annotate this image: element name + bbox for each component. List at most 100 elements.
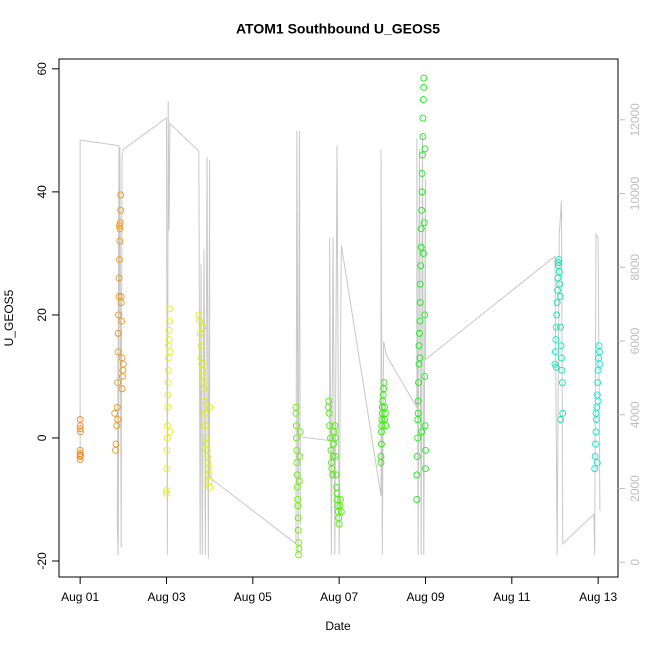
point <box>595 348 603 356</box>
point <box>293 483 301 491</box>
point <box>327 434 334 442</box>
point <box>417 243 425 251</box>
point <box>164 379 172 387</box>
point <box>418 169 426 177</box>
point <box>421 372 429 380</box>
point <box>416 299 424 307</box>
point <box>593 459 601 467</box>
point <box>553 299 561 307</box>
y2-tick-label: 2000 <box>628 475 642 502</box>
point <box>413 452 421 460</box>
point <box>594 366 602 374</box>
point <box>111 409 119 417</box>
point <box>115 311 123 319</box>
point <box>594 397 602 405</box>
point <box>416 280 424 288</box>
point <box>592 440 600 448</box>
point <box>414 434 422 442</box>
point <box>551 348 559 356</box>
point <box>555 268 563 276</box>
point <box>196 329 204 337</box>
point <box>292 434 300 442</box>
point <box>163 489 170 497</box>
point <box>381 409 389 417</box>
point <box>114 329 122 337</box>
point <box>296 452 304 460</box>
point <box>327 446 335 454</box>
point <box>166 317 173 325</box>
point <box>591 452 599 460</box>
point <box>197 342 205 350</box>
point <box>414 409 422 417</box>
point <box>200 385 208 393</box>
point <box>420 83 428 91</box>
x-tick-label: Aug 03 <box>147 590 185 604</box>
point <box>117 206 125 214</box>
point <box>294 514 302 522</box>
point <box>592 409 600 417</box>
altitude-line <box>79 101 601 559</box>
point <box>205 477 213 485</box>
point <box>556 293 564 300</box>
point <box>166 305 173 313</box>
point <box>421 145 429 153</box>
point <box>163 422 171 430</box>
point <box>293 459 301 467</box>
point <box>554 286 562 294</box>
point <box>336 496 344 503</box>
point <box>206 483 214 491</box>
point <box>115 256 123 264</box>
point <box>413 471 421 479</box>
point <box>325 409 333 417</box>
point <box>552 336 560 343</box>
point <box>551 360 559 368</box>
point <box>116 219 124 227</box>
point <box>421 311 429 319</box>
point <box>596 360 604 368</box>
point <box>326 422 334 430</box>
point <box>165 336 173 343</box>
point <box>558 379 566 387</box>
point <box>206 403 214 411</box>
point <box>166 348 174 356</box>
y2-tick-label: 8000 <box>628 254 642 281</box>
point <box>331 422 339 430</box>
point <box>330 440 337 448</box>
y-tick-label: 20 <box>35 308 49 322</box>
y2-tick-label: 6000 <box>628 327 642 354</box>
point <box>422 446 429 454</box>
point <box>557 416 565 423</box>
point <box>115 293 123 300</box>
point <box>295 545 303 553</box>
point <box>293 471 301 479</box>
point <box>331 434 339 442</box>
y-tick-label: 60 <box>35 62 49 76</box>
point <box>294 502 302 510</box>
point <box>164 366 172 374</box>
point <box>163 486 170 494</box>
point <box>557 323 565 331</box>
point <box>329 471 337 479</box>
point <box>382 422 390 430</box>
x-tick-label: Aug 05 <box>234 590 272 604</box>
x-axis-label: Date <box>325 619 351 633</box>
x-tick-label: Aug 07 <box>320 590 358 604</box>
point <box>419 133 427 140</box>
y-tick-label: -20 <box>35 552 49 570</box>
point <box>117 191 125 199</box>
point <box>419 114 427 122</box>
point <box>115 222 123 230</box>
point <box>163 465 171 473</box>
point <box>380 379 388 387</box>
point <box>325 397 333 405</box>
point <box>417 262 425 270</box>
plot-frame <box>58 58 619 578</box>
y-axis-label: U_GEOS5 <box>2 289 16 346</box>
point <box>76 425 84 433</box>
point <box>113 403 121 411</box>
point <box>416 317 424 325</box>
point <box>77 428 85 436</box>
point <box>413 496 421 503</box>
point <box>557 342 565 350</box>
